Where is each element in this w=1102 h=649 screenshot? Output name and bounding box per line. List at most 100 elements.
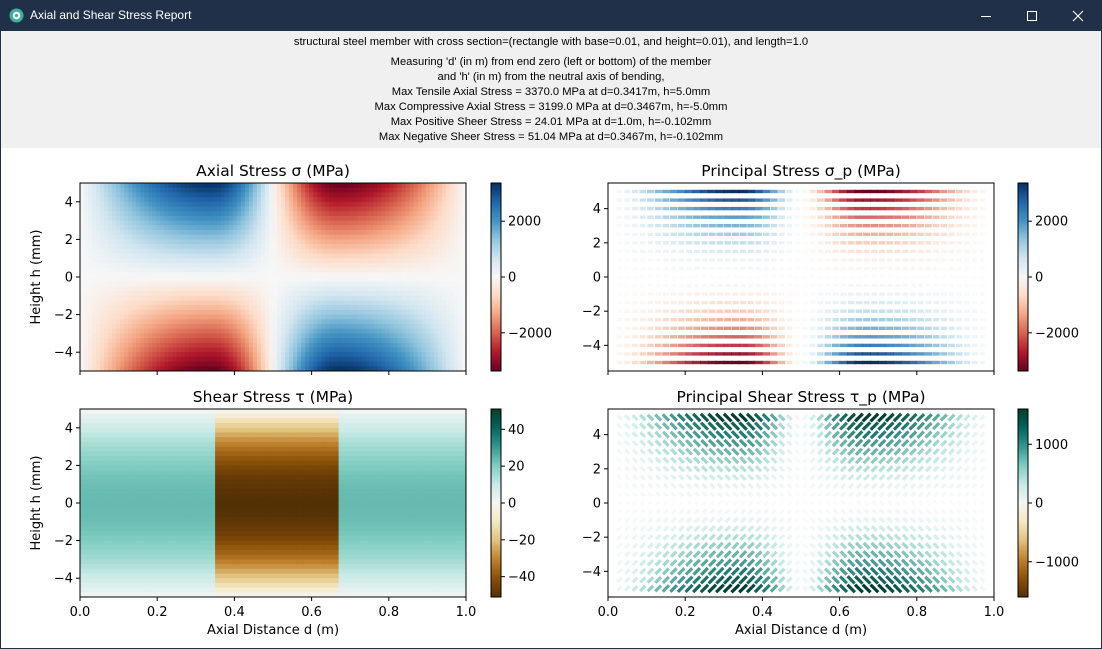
heatmap-cell [393,338,399,344]
heatmap-cell [104,262,109,268]
heatmap-cell [114,488,119,494]
heatmap-cell [176,418,181,424]
heatmap-cell [321,272,326,278]
heatmap-cell [118,441,123,447]
heatmap-cell [196,220,202,226]
heatmap-cell [337,215,342,221]
heatmap-cell [461,300,467,306]
heatmap-cell [141,432,147,438]
heatmap-cell [293,244,298,250]
heatmap-cell [256,356,262,362]
heatmap-cell [176,300,181,306]
heatmap-cell [373,215,378,221]
heatmap-cell [118,554,123,560]
heatmap-cell [361,324,366,330]
heatmap-cell [160,277,165,283]
heatmap-cell [461,366,467,372]
heatmap-cell [141,512,147,518]
heatmap-cell [409,248,415,254]
heatmap-cell [168,277,173,283]
heatmap-cell [449,211,455,217]
heatmap-cell [333,225,338,231]
heatmap-cell [136,291,141,297]
heatmap-cell [236,352,242,358]
heatmap-cell [373,333,378,339]
heatmap-cell [107,559,112,565]
heatmap-cell [152,201,157,207]
heatmap-cell [401,356,407,362]
heatmap-cell [104,314,109,320]
heatmap-cell [212,305,218,311]
heatmap-cell [134,573,139,579]
heatmap-cell [130,465,135,471]
heatmap-cell [140,347,145,353]
y-tick-label: −2 [54,308,73,323]
heatmap-cell [220,267,226,273]
heatmap-cell [176,517,181,523]
heatmap-cell [99,465,104,471]
heatmap-cell [122,413,127,419]
heatmap-cell [236,272,242,278]
heatmap-cell [122,526,127,532]
heatmap-cell [188,352,193,358]
heatmap-cell [103,554,108,560]
heatmap-cell [100,220,105,226]
heatmap-cell [401,206,407,212]
heatmap-cell [132,230,137,236]
heatmap-cell [333,324,338,330]
heatmap-cell [405,197,411,203]
heatmap-cell [240,220,246,226]
heatmap-cell [365,333,370,339]
heatmap-cell [317,248,322,254]
heatmap-cell [152,314,157,320]
heatmap-cell [103,432,108,438]
heatmap-cell [156,248,161,254]
heatmap-cell [313,211,318,217]
heatmap-cell [357,201,362,207]
heatmap-cell [99,418,104,424]
heatmap-cell [180,220,185,226]
heatmap-cell [116,253,121,259]
title-bar[interactable]: Axial and Shear Stress Report [0,0,1102,31]
heatmap-cell [437,220,443,226]
heatmap-cell [128,328,133,334]
heatmap-cell [152,295,157,301]
heatmap-cell [99,451,104,457]
heatmap-cell [83,418,89,424]
heatmap-cell [110,498,116,504]
heatmap-cell [149,568,154,574]
heatmap-cell [277,258,282,264]
heatmap-cell [152,361,157,367]
heatmap-cell [80,187,85,193]
heatmap-cell [353,248,358,254]
heatmap-cell [301,197,306,203]
heatmap-cell [140,295,145,301]
heatmap-cell [433,272,439,278]
heatmap-cell [212,272,218,278]
heatmap-cell [168,197,173,203]
heatmap-cell [145,531,150,537]
heatmap-cell [445,248,451,254]
heatmap-cell [83,507,89,513]
heatmap-cell [184,201,189,207]
heatmap-cell [373,352,378,358]
heatmap-cell [441,291,447,297]
heatmap-cell [417,215,423,221]
heatmap-cell [92,347,97,353]
heatmap-cell [180,187,185,193]
heatmap-cell [145,535,150,541]
maximize-button[interactable] [1009,0,1055,31]
heatmap-cell [248,244,254,250]
heatmap-cell [449,206,455,212]
heatmap-cell [164,319,169,325]
heatmap-cell [91,540,96,546]
heatmap-cell [273,277,278,283]
heatmap-cell [120,187,125,193]
heatmap-cell [381,230,386,236]
heatmap-cell [373,262,378,268]
heatmap-cell [457,347,463,353]
minimize-button[interactable] [963,0,1009,31]
heatmap-cell [176,526,181,532]
close-button[interactable] [1055,0,1101,31]
heatmap-cell [144,356,149,362]
